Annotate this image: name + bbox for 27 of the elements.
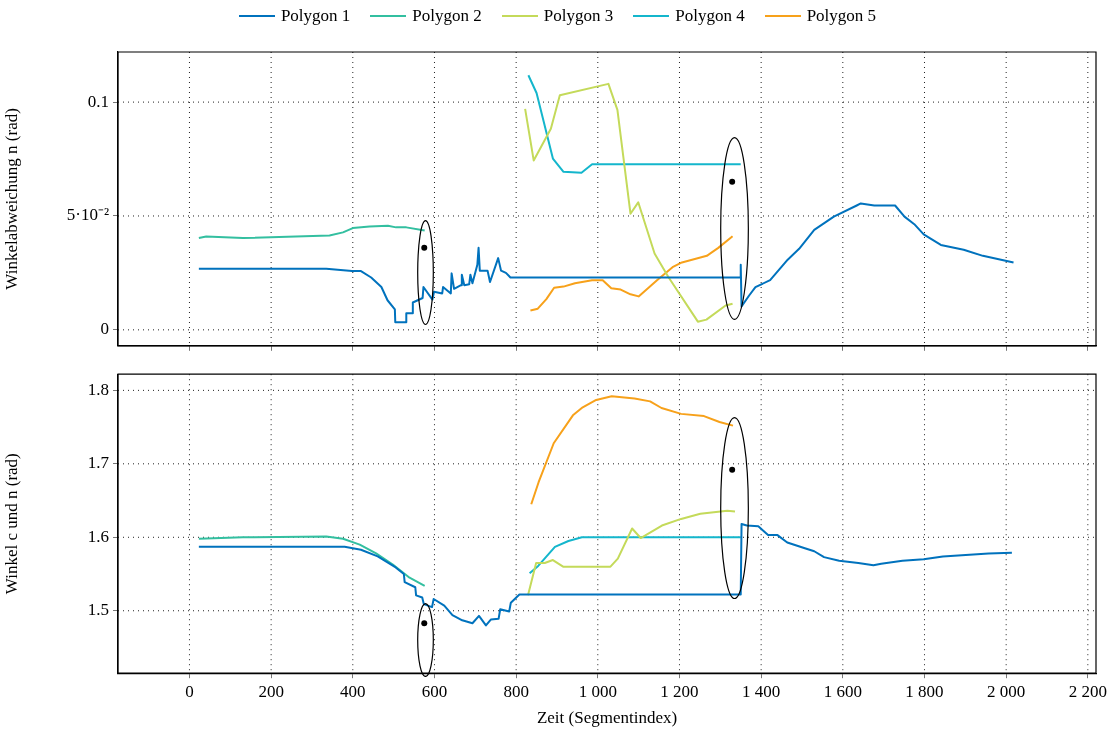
x-tick-label: 2 000 [987, 681, 1026, 701]
x-tick-label: 1 200 [660, 681, 699, 701]
x-tick-label: 0 [185, 681, 194, 701]
legend-label: Polygon 2 [412, 6, 482, 26]
legend-label: Polygon 3 [543, 6, 614, 26]
x-tick-label: 200 [258, 681, 284, 701]
y-axis-title: Winkel c und n (rad) [1, 453, 21, 595]
y-tick-label: 0.1 [87, 91, 109, 111]
x-tick-label: 1 400 [742, 681, 781, 701]
y-tick-label: 1.5 [87, 600, 109, 620]
x-tick-label: 400 [340, 681, 366, 701]
y-tick-label: 1.7 [87, 453, 110, 473]
x-tick-label: 800 [503, 681, 529, 701]
legend-label: Polygon 5 [806, 6, 877, 26]
x-tick-label: 1 800 [905, 681, 944, 701]
x-tick-label: 2 200 [1068, 681, 1107, 701]
y-tick-label: 5·10⁻² [66, 205, 109, 225]
y-tick-label: 1.8 [87, 379, 109, 399]
y-axis-title: Winkelabweichung n (rad) [1, 108, 21, 290]
x-tick-label: 1 000 [578, 681, 617, 701]
x-tick-label: 1 600 [823, 681, 862, 701]
legend-label: Polygon 4 [675, 6, 745, 26]
y-tick-label: 1.6 [87, 526, 109, 546]
x-tick-label: 600 [421, 681, 448, 701]
y-tick-label: 0 [100, 319, 109, 339]
legend-label: Polygon 1 [280, 6, 351, 26]
x-axis-title: Zeit (Segmentindex) [536, 708, 678, 728]
